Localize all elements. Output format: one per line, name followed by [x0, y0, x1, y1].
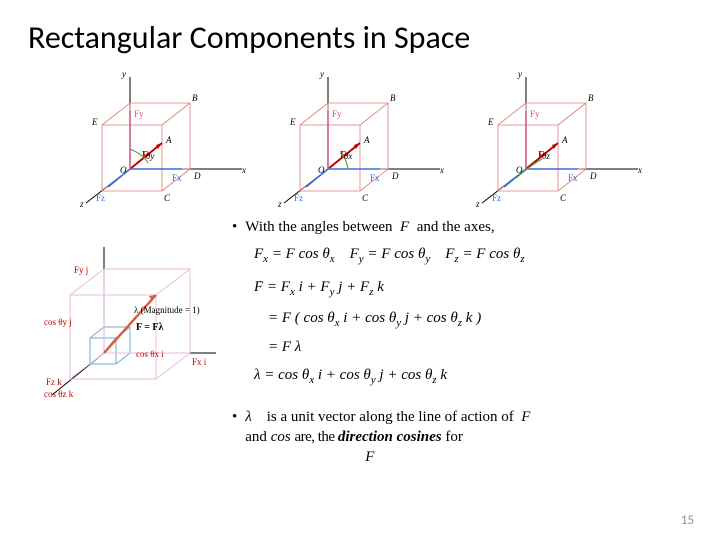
figure-theta-x: yxzFFxFyFzθxOABCDE [270, 63, 450, 211]
eq-lambda: = F λ [254, 336, 702, 358]
svg-text:C: C [560, 193, 567, 203]
svg-text:Fx i: Fx i [192, 357, 207, 367]
figure-unit-vector: cos θy j cos θx i cos θz k λ (Magnitude = 1… [40, 235, 220, 405]
figure-theta-z: yxzFFxFyFzθzOABCDE [468, 63, 648, 211]
svg-text:E: E [289, 117, 296, 127]
page-number: 15 [681, 513, 694, 528]
equations-block: Fx = F cos θx Fy = F cos θy Fz = F cos θ… [254, 243, 702, 391]
svg-text:x: x [439, 165, 444, 175]
svg-text:Fz: Fz [96, 193, 105, 203]
page-title: Rectangular Components in Space [0, 0, 720, 57]
svg-text:Fy j: Fy j [74, 265, 88, 275]
svg-text:y: y [517, 69, 522, 79]
svg-text:x: x [241, 165, 246, 175]
svg-text:cos θz k: cos θz k [44, 389, 74, 399]
svg-text:O: O [516, 165, 523, 175]
svg-text:z: z [475, 199, 480, 209]
svg-text:Fx: Fx [370, 173, 380, 183]
bullet-dot-icon: • [232, 407, 237, 427]
svg-text:cos θy j: cos θy j [44, 317, 72, 327]
svg-text:θz: θz [542, 151, 550, 161]
svg-text:C: C [164, 193, 171, 203]
svg-text:y: y [121, 69, 126, 79]
svg-text:A: A [363, 135, 370, 145]
svg-text:z: z [79, 199, 84, 209]
svg-text:E: E [91, 117, 98, 127]
bullet-1-text: With the angles between F and the axes, [245, 217, 494, 237]
svg-text:F = Fλ: F = Fλ [136, 322, 164, 333]
svg-text:Fz: Fz [492, 193, 501, 203]
eq-factored: = F ( cos θx i + cos θy j + cos θz k ) [254, 307, 702, 334]
svg-text:E: E [487, 117, 494, 127]
svg-text:Fy: Fy [530, 109, 540, 119]
svg-text:Fz k: Fz k [46, 377, 62, 387]
svg-text:Fx: Fx [172, 173, 182, 183]
figure-theta-y: yxzFFxFyFzθyOABCDE [72, 63, 252, 211]
bullet-1: • With the angles between F and the axes… [232, 217, 702, 237]
svg-text:Fy: Fy [134, 109, 144, 119]
svg-text:Fy: Fy [332, 109, 342, 119]
svg-text:θx: θx [344, 151, 352, 161]
svg-text:A: A [561, 135, 568, 145]
svg-text:O: O [120, 165, 127, 175]
top-figures-row: yxzFFxFyFzθyOABCDE yxzFFxFyFzθxOABCDE yx… [0, 63, 720, 211]
svg-text:D: D [589, 171, 597, 181]
bullet-2-text: λ is a unit vector along the line of act… [245, 407, 534, 467]
eq-lambda-def: λ = cos θx i + cos θy j + cos θz k [254, 364, 702, 391]
svg-text:Fx: Fx [568, 173, 578, 183]
eq-components: Fx = F cos θx Fy = F cos θy Fz = F cos θ… [254, 243, 702, 270]
svg-text:A: A [165, 135, 172, 145]
svg-text:x: x [637, 165, 642, 175]
svg-text:cos θx i: cos θx i [136, 349, 164, 359]
bullet-dot-icon: • [232, 217, 237, 237]
svg-text:y: y [319, 69, 324, 79]
svg-text:O: O [318, 165, 325, 175]
svg-text:D: D [193, 171, 201, 181]
text-column: • With the angles between F and the axes… [232, 213, 702, 473]
eq-vector-sum: F = Fx i + Fy j + Fz k [254, 276, 702, 303]
svg-text:B: B [192, 93, 198, 103]
bullet-2: • λ is a unit vector along the line of a… [232, 407, 702, 467]
svg-text:θy: θy [146, 151, 154, 161]
svg-text:z: z [277, 199, 282, 209]
svg-text:C: C [362, 193, 369, 203]
svg-text:B: B [390, 93, 396, 103]
svg-text:Fz: Fz [294, 193, 303, 203]
svg-text:D: D [391, 171, 399, 181]
content-row: cos θy j cos θx i cos θz k λ (Magnitude = 1… [0, 211, 720, 473]
svg-text:B: B [588, 93, 594, 103]
svg-text:λ (Magnitude = 1): λ (Magnitude = 1) [134, 305, 200, 315]
